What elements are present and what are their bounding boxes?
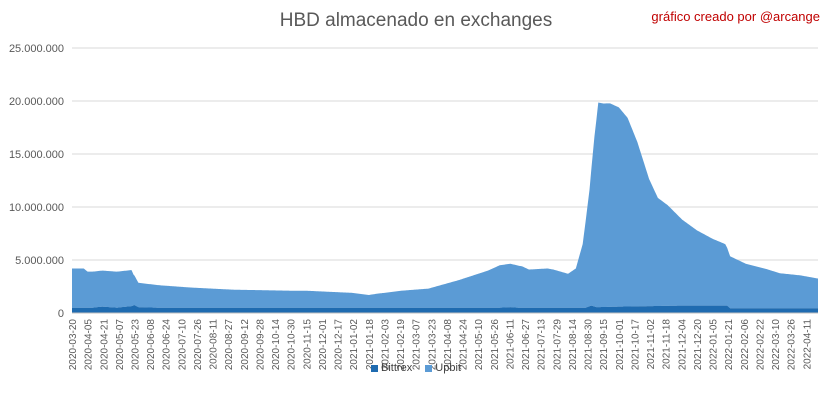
x-tick-label: 2022-03-26 bbox=[787, 319, 798, 371]
x-tick-label: 2021-10-17 bbox=[630, 319, 641, 371]
x-tick-label: 2022-04-11 bbox=[802, 319, 813, 370]
x-tick-label: 2021-05-10 bbox=[474, 319, 485, 371]
x-tick-label: 2021-02-03 bbox=[380, 319, 391, 371]
x-tick-label: 2021-03-23 bbox=[427, 319, 438, 371]
x-tick-label: 2021-01-18 bbox=[365, 319, 376, 371]
x-tick-label: 2020-10-14 bbox=[271, 319, 282, 371]
x-tick-label: 2022-01-05 bbox=[709, 319, 720, 371]
x-tick-label: 2022-01-21 bbox=[724, 319, 735, 371]
x-tick-label: 2020-03-20 bbox=[68, 319, 79, 371]
x-tick-label: 2021-06-27 bbox=[521, 319, 532, 371]
y-tick-label: 5.000.000 bbox=[15, 255, 64, 267]
x-tick-label: 2020-09-28 bbox=[255, 319, 266, 371]
legend-label-bittrex: Bittrex bbox=[381, 362, 413, 375]
x-tick-label: 2020-05-07 bbox=[115, 319, 126, 371]
y-tick-label: 20.000.000 bbox=[9, 96, 64, 108]
legend-item-bittrex: Bittrex bbox=[371, 362, 412, 374]
gridlines bbox=[72, 47, 818, 261]
x-tick-label: 2020-07-26 bbox=[193, 319, 204, 371]
x-tick-label: 2021-04-24 bbox=[459, 319, 470, 371]
x-tick-label: 2020-04-21 bbox=[99, 319, 110, 371]
series-area-upbit bbox=[72, 102, 818, 309]
x-tick-label: 2021-08-14 bbox=[568, 319, 579, 371]
legend-swatch-upbit bbox=[425, 364, 433, 372]
x-tick-label: 2021-01-02 bbox=[349, 319, 360, 371]
credit-text: gráfico creado por @arcange bbox=[651, 9, 820, 24]
axes: 0 5.000.000 10.000.000 15.000.000 20.000.000… bbox=[9, 43, 818, 370]
x-tick-label: 2021-09-15 bbox=[599, 319, 610, 371]
y-tick-label: 10.000.000 bbox=[9, 202, 64, 214]
x-tick-label: 2021-02-19 bbox=[396, 319, 407, 371]
x-tick-label: 2021-11-02 bbox=[646, 319, 657, 370]
x-tick-label: 2021-12-20 bbox=[693, 319, 704, 371]
legend-swatch-bittrex bbox=[371, 364, 379, 372]
x-tick-label: 2020-05-23 bbox=[130, 319, 141, 371]
x-tick-label: 2021-03-07 bbox=[412, 319, 423, 371]
series-area-bittrex bbox=[72, 305, 818, 313]
x-tick-label: 2020-06-24 bbox=[162, 319, 173, 371]
legend-label-upbit: Upbit bbox=[435, 362, 461, 375]
legend: Bittrex Upbit bbox=[0, 362, 832, 374]
x-tick-label: 2020-08-11 bbox=[209, 319, 220, 370]
x-tick-label: 2020-09-12 bbox=[240, 319, 251, 371]
x-tick-label: 2020-10-30 bbox=[287, 319, 298, 371]
x-tick-label: 2021-10-01 bbox=[615, 319, 626, 371]
x-tick-label: 2020-12-17 bbox=[334, 319, 345, 371]
x-tick-label: 2022-02-22 bbox=[755, 319, 766, 371]
x-tick-label: 2020-07-10 bbox=[177, 319, 188, 371]
series-areas bbox=[72, 102, 818, 313]
x-tick-label: 2021-04-08 bbox=[443, 319, 454, 371]
x-tick-label: 2020-11-15 bbox=[302, 319, 313, 370]
x-tick-label: 2021-12-04 bbox=[677, 319, 688, 371]
x-tick-label: 2020-08-27 bbox=[224, 319, 235, 371]
y-tick-label: 25.000.000 bbox=[9, 43, 64, 55]
x-tick-label: 2022-02-06 bbox=[740, 319, 751, 371]
chart-title: HBD almacenado en exchanges bbox=[279, 10, 553, 31]
x-tick-label: 2021-11-18 bbox=[662, 319, 673, 370]
x-tick-label: 2021-06-11 bbox=[505, 319, 516, 370]
x-tick-label: 2020-04-05 bbox=[84, 319, 95, 371]
x-tick-label: 2021-05-26 bbox=[490, 319, 501, 371]
x-tick-label: 2022-03-10 bbox=[771, 319, 782, 371]
x-tick-label: 2020-12-01 bbox=[318, 319, 329, 371]
x-tick-label: 2021-07-29 bbox=[552, 319, 563, 371]
legend-item-upbit: Upbit bbox=[425, 362, 461, 374]
y-tick-label: 0 bbox=[58, 308, 64, 320]
x-tick-label: 2021-08-30 bbox=[584, 319, 595, 371]
x-tick-label: 2021-07-13 bbox=[537, 319, 548, 371]
y-tick-label: 15.000.000 bbox=[9, 149, 64, 161]
x-tick-label: 2020-06-08 bbox=[146, 319, 157, 371]
